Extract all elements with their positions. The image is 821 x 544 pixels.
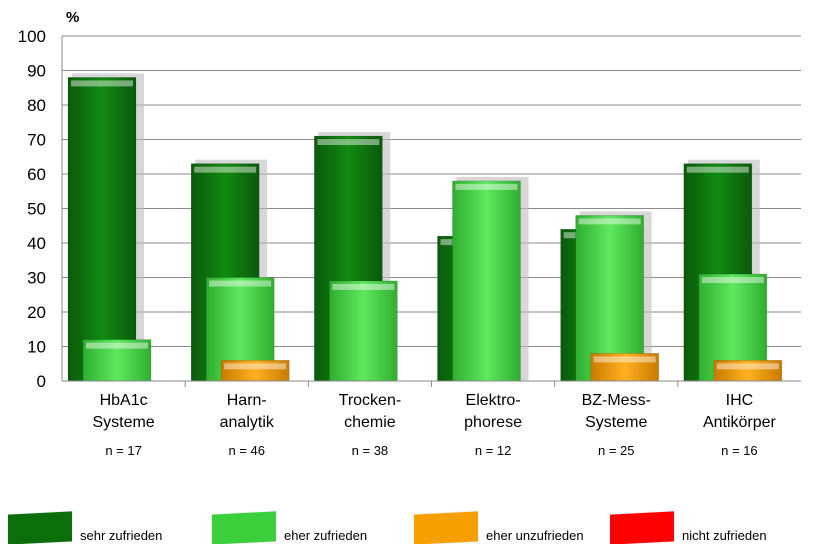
legend-label: eher unzufrieden: [486, 528, 584, 543]
y-tick-label: 40: [27, 234, 46, 253]
y-tick-label: 60: [27, 165, 46, 184]
bar: [713, 360, 783, 382]
bar: [220, 360, 290, 382]
y-tick-label: 50: [27, 200, 46, 219]
x-tick-label: HbA1c: [100, 392, 148, 409]
legend-swatch: [414, 510, 478, 544]
x-tick-label: analytik: [220, 414, 275, 431]
x-tick-label: Antikörper: [703, 414, 777, 431]
x-tick-label: chemie: [344, 414, 396, 431]
y-tick-label: 70: [27, 131, 46, 150]
bar-highlight: [71, 80, 133, 87]
bar-highlight: [332, 283, 395, 290]
x-tick-label: Systeme: [92, 414, 154, 431]
bar-highlight: [686, 166, 749, 173]
bars: [67, 77, 783, 382]
bar: [590, 353, 659, 382]
bar-highlight: [317, 139, 380, 146]
legend-item: eher zufrieden: [212, 510, 368, 544]
legend-label: sehr zufrieden: [80, 528, 163, 543]
bar: [452, 180, 521, 382]
bar-shadows: [72, 73, 760, 382]
legend-swatch: [212, 510, 276, 544]
y-tick-label: 90: [27, 62, 46, 81]
y-tick-label: 0: [37, 372, 46, 391]
legend-item: nicht zufrieden: [610, 510, 767, 544]
x-tick-label: Systeme: [585, 414, 647, 431]
bar-highlight: [194, 166, 257, 173]
legend-swatch: [8, 510, 72, 544]
sample-size-label: n = 12: [475, 443, 512, 458]
axes: 0 10 20 30 40 50 60 70 80 90 100 HbA1c Systeme n = 17…: [18, 27, 801, 458]
bar-highlight: [224, 363, 287, 370]
bar-highlight: [455, 183, 518, 190]
legend-label: eher zufrieden: [284, 528, 368, 543]
x-tick-label: IHC: [726, 392, 754, 409]
y-tick-label: 80: [27, 96, 46, 115]
bar-body: [452, 180, 521, 382]
legend-swatch: [610, 510, 674, 544]
x-tick-label: Elektro-: [466, 392, 521, 409]
legend-item: sehr zufrieden: [8, 510, 163, 544]
sample-size-label: n = 46: [228, 443, 265, 458]
bar-body: [590, 353, 659, 382]
sample-size-label: n = 25: [598, 443, 635, 458]
bar-body: [329, 280, 398, 382]
bar-highlight: [578, 218, 641, 225]
bar-highlight: [86, 342, 148, 349]
bar: [67, 77, 137, 382]
sample-size-label: n = 17: [105, 443, 142, 458]
sample-size-label: n = 16: [721, 443, 758, 458]
y-tick-label: 100: [18, 27, 46, 46]
bar: [329, 280, 398, 382]
x-tick-label: Harn-: [227, 392, 267, 409]
legend: sehr zufrieden eher zufrieden eher unzufri…: [0, 510, 821, 544]
y-axis-label: %: [66, 9, 79, 26]
x-tick-label: phorese: [464, 414, 522, 431]
legend-label: nicht zufrieden: [682, 528, 767, 543]
bar-highlight: [209, 280, 272, 287]
bar-chart: 0 10 20 30 40 50 60 70 80 90 100 HbA1c Systeme n = 17…: [18, 9, 801, 458]
bar-body: [82, 339, 152, 382]
y-tick-label: 20: [27, 303, 46, 322]
x-tick-label: Trocken-: [339, 392, 402, 409]
x-tick-label: BZ-Mess-: [582, 392, 651, 409]
y-tick-label: 30: [27, 269, 46, 288]
bar-body: [67, 77, 137, 382]
bar-highlight: [593, 356, 656, 363]
y-tick-label: 10: [27, 338, 46, 357]
sample-size-label: n = 38: [352, 443, 389, 458]
bar-highlight: [716, 363, 779, 370]
gridlines: [62, 35, 801, 347]
legend-item: eher unzufrieden: [414, 510, 584, 544]
bar-highlight: [701, 277, 764, 284]
bar: [82, 339, 152, 382]
